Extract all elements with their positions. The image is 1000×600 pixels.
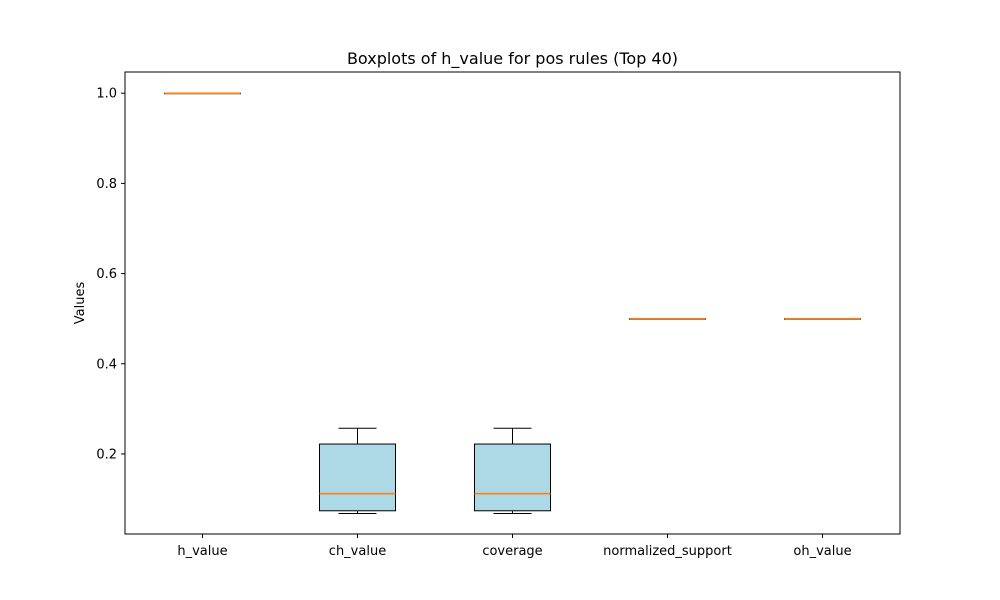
box-iqr [319, 443, 396, 512]
y-tick-label: 0.8 [96, 177, 117, 192]
box-oh-value [784, 317, 861, 320]
plot-frame [124, 71, 901, 535]
x-tick-label-ch-value: ch_value [329, 544, 386, 559]
y-tick-label: 0.4 [96, 357, 117, 372]
chart-title: Boxplots of h_value for pos rules (Top 4… [347, 49, 678, 69]
y-axis: 0.2 0.4 0.6 0.8 1.0 [96, 87, 125, 462]
x-tick-label-normalized-support: normalized_support [603, 544, 732, 559]
box-coverage [474, 427, 551, 514]
boxes [164, 92, 861, 514]
box-ch-value [319, 427, 396, 514]
y-tick-label: 0.2 [96, 447, 117, 462]
x-axis: h_value ch_value coverage normalized_suppor… [177, 534, 852, 559]
box-normalized-support [629, 317, 706, 320]
y-tick-label: 0.6 [96, 267, 117, 282]
x-tick-label-oh-value: oh_value [793, 544, 851, 559]
box-iqr [474, 443, 551, 512]
box-h-value [164, 92, 241, 95]
y-axis-label: Values [73, 282, 88, 325]
x-tick-label-coverage: coverage [482, 544, 542, 559]
y-tick-label: 1.0 [96, 87, 117, 102]
x-tick-label-h-value: h_value [177, 544, 227, 559]
